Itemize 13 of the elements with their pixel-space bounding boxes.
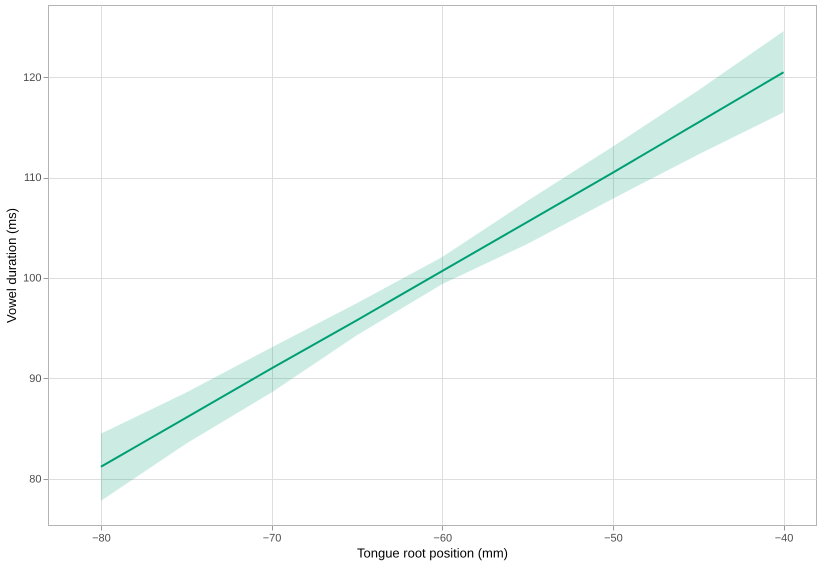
y-tick-label: 80 [29, 473, 42, 486]
y-tick-label: 100 [23, 272, 42, 285]
y-tick-label: 90 [29, 372, 42, 385]
y-tick-label: 120 [23, 72, 42, 84]
y-axis-title: Vowel duration (ms) [4, 208, 20, 323]
x-tick-label: −50 [604, 532, 623, 544]
x-axis-title: Tongue root position (mm) [356, 546, 508, 560]
x-tick-label: −40 [774, 532, 794, 544]
x-tick-label: −70 [262, 532, 282, 544]
x-tick-label: −60 [433, 532, 452, 544]
line-series [100, 71, 785, 468]
x-tick-label: −80 [92, 532, 111, 544]
y-tick-label: 110 [24, 172, 42, 184]
